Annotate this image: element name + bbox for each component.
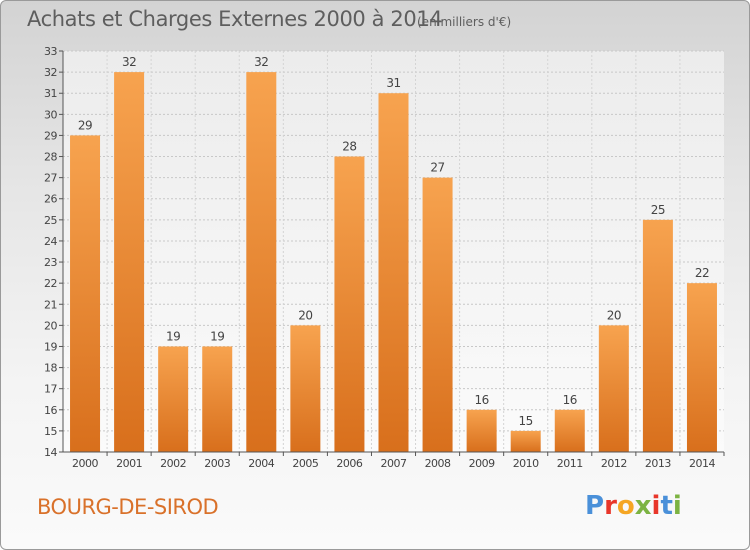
chart-subtitle: (en milliers d'€) — [417, 15, 512, 29]
bar — [422, 177, 453, 452]
data-label: 20 — [298, 308, 312, 322]
x-tick-label: 2003 — [204, 457, 230, 470]
y-tick-label: 23 — [44, 256, 57, 269]
logo-letter: i — [672, 491, 682, 521]
y-tick-label: 14 — [44, 446, 57, 459]
bar — [114, 72, 145, 453]
logo-letter: P — [585, 491, 605, 521]
bar — [378, 93, 409, 453]
bar — [158, 346, 189, 452]
bar — [466, 409, 497, 452]
bar — [202, 346, 233, 452]
y-tick-label: 24 — [44, 235, 57, 248]
y-tick-label: 25 — [44, 214, 57, 227]
bar — [334, 156, 365, 453]
data-label: 19 — [210, 329, 224, 343]
data-label: 32 — [254, 55, 268, 69]
y-tick-label: 16 — [44, 404, 57, 417]
x-tick-label: 2000 — [72, 457, 98, 470]
data-label: 29 — [78, 118, 92, 132]
y-tick-label: 31 — [44, 87, 57, 100]
proxiti-logo: Proxiti — [585, 491, 682, 521]
y-tick-label: 27 — [44, 172, 57, 185]
x-tick-label: 2004 — [248, 457, 274, 470]
y-tick-label: 20 — [44, 319, 57, 332]
data-label: 19 — [166, 329, 180, 343]
bar — [598, 325, 629, 452]
bar — [642, 219, 673, 452]
y-tick-label: 21 — [44, 298, 57, 311]
x-tick-label: 2013 — [645, 457, 671, 470]
data-label: 28 — [342, 140, 356, 154]
data-label: 15 — [519, 414, 533, 428]
x-tick-label: 2008 — [425, 457, 451, 470]
data-label: 31 — [386, 76, 400, 90]
data-label: 16 — [563, 393, 577, 407]
y-tick-label: 15 — [44, 425, 57, 438]
logo-letter: t — [660, 491, 673, 521]
x-tick-label: 2011 — [557, 457, 583, 470]
x-tick-label: 2010 — [513, 457, 539, 470]
bar — [70, 135, 101, 452]
y-tick-label: 26 — [44, 193, 57, 206]
logo-letter: r — [604, 491, 617, 521]
data-label: 27 — [430, 161, 444, 175]
x-tick-label: 2002 — [160, 457, 186, 470]
data-label: 20 — [607, 308, 621, 322]
y-tick-label: 29 — [44, 129, 57, 142]
place-name: BOURG-DE-SIROD — [37, 495, 219, 519]
x-tick-label: 2005 — [292, 457, 318, 470]
x-tick-label: 2007 — [381, 457, 407, 470]
x-tick-label: 2006 — [336, 457, 362, 470]
x-tick-label: 2012 — [601, 457, 627, 470]
logo-letter: x — [634, 491, 652, 521]
y-tick-label: 22 — [44, 277, 57, 290]
y-tick-label: 28 — [44, 151, 57, 164]
logo-letter: o — [616, 491, 635, 521]
x-tick-label: 2014 — [689, 457, 715, 470]
y-tick-label: 33 — [44, 45, 57, 58]
bar — [246, 72, 277, 453]
x-tick-label: 2001 — [116, 457, 142, 470]
bar — [554, 409, 585, 452]
bar — [290, 325, 321, 452]
y-tick-label: 32 — [44, 66, 57, 79]
y-tick-label: 18 — [44, 362, 57, 375]
data-label: 32 — [122, 55, 136, 69]
bar — [510, 430, 541, 452]
data-label: 22 — [695, 266, 709, 280]
x-tick-label: 2009 — [469, 457, 495, 470]
data-label: 25 — [651, 203, 665, 217]
y-tick-label: 19 — [44, 340, 57, 353]
y-tick-label: 17 — [44, 383, 57, 396]
bar — [686, 283, 717, 452]
chart-title: Achats et Charges Externes 2000 à 2014 — [27, 7, 443, 31]
data-label: 16 — [474, 393, 488, 407]
y-tick-label: 30 — [44, 108, 57, 121]
logo-letter: i — [651, 491, 661, 521]
